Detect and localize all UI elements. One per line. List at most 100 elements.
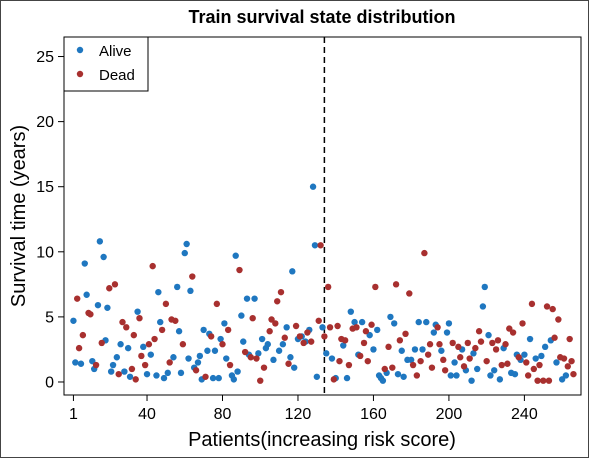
point-alive (126, 373, 134, 380)
point-alive (255, 350, 262, 357)
point-alive (230, 376, 238, 383)
point-alive (328, 355, 336, 362)
point-alive (447, 372, 455, 379)
point-dead (530, 365, 538, 373)
point-dead (566, 335, 573, 343)
x-tick-label: 1 (69, 406, 78, 423)
point-alive (370, 346, 377, 353)
point-dead (436, 341, 443, 348)
point-alive (541, 343, 549, 351)
point-alive (438, 347, 445, 354)
point-dead (300, 339, 307, 347)
point-dead (464, 339, 471, 347)
point-dead (128, 365, 136, 373)
point-dead (213, 300, 221, 308)
point-alive (532, 355, 539, 362)
point-dead (166, 359, 173, 366)
point-dead (315, 317, 322, 324)
point-dead (326, 324, 334, 331)
point-dead (179, 341, 187, 348)
point-alive (289, 268, 296, 275)
point-dead (141, 361, 149, 369)
point-alive (496, 376, 504, 383)
point-alive (81, 260, 88, 267)
point-alive (94, 301, 102, 309)
point-dead (545, 377, 553, 384)
point-alive (77, 360, 85, 367)
point-dead (158, 326, 166, 334)
point-alive (479, 303, 487, 310)
point-dead (334, 322, 341, 330)
point-dead (149, 262, 156, 270)
point-dead (492, 346, 500, 353)
point-dead (130, 331, 138, 339)
point-dead (406, 290, 413, 297)
point-dead (549, 305, 556, 313)
point-dead (551, 334, 558, 341)
point-alive (83, 291, 90, 298)
point-alive (415, 318, 422, 326)
point-alive (232, 252, 239, 259)
legend-marker-dead (76, 70, 84, 78)
point-dead (385, 343, 392, 351)
point-alive (185, 355, 192, 362)
x-axis-label: Patients(increasing risk score) (188, 429, 456, 451)
point-alive (223, 355, 230, 362)
point-alive (217, 335, 224, 343)
point-dead (226, 361, 234, 369)
point-dead (502, 341, 509, 348)
point-alive (215, 374, 222, 382)
point-dead (441, 367, 449, 374)
point-dead (224, 326, 232, 334)
point-dead (132, 376, 139, 383)
point-alive (164, 369, 171, 377)
point-alive (194, 359, 202, 366)
point-dead (345, 361, 353, 369)
point-dead (336, 357, 343, 365)
point-dead (236, 266, 243, 274)
point-dead (307, 338, 315, 345)
point-dead (417, 357, 424, 365)
point-dead (304, 329, 311, 336)
point-dead (92, 361, 100, 369)
point-dead (260, 364, 268, 371)
plot-frame (63, 36, 582, 396)
point-dead (515, 354, 522, 361)
point-dead (564, 363, 571, 370)
series-alive (70, 183, 570, 384)
point-alive (319, 324, 326, 331)
point-dead (111, 281, 119, 288)
point-dead (98, 339, 105, 347)
point-dead (87, 311, 94, 318)
point-alive (70, 317, 77, 324)
point-alive (211, 347, 219, 354)
point-alive (287, 354, 294, 361)
point-dead (138, 352, 145, 360)
point-dead (172, 317, 179, 324)
point-dead (477, 338, 485, 345)
point-dead (421, 249, 428, 257)
point-dead (475, 328, 483, 335)
point-alive (204, 347, 211, 354)
point-alive (104, 304, 111, 311)
point-dead (483, 357, 490, 365)
point-alive (121, 368, 128, 375)
point-dead (123, 324, 130, 331)
y-tick-label: 15 (36, 179, 54, 196)
point-alive (491, 367, 498, 374)
point-dead (281, 334, 288, 341)
point-dead (428, 364, 436, 371)
point-alive (283, 324, 290, 331)
point-alive (275, 347, 283, 354)
point-dead (192, 367, 200, 374)
point-alive (347, 308, 355, 315)
chart-title: Train survival state distribution (188, 7, 455, 27)
point-alive (358, 318, 366, 326)
point-alive (209, 374, 217, 382)
x-tick-label: 160 (360, 406, 387, 423)
point-alive (511, 370, 519, 378)
y-tick-label: 10 (36, 244, 54, 261)
point-dead (162, 300, 170, 308)
point-alive (157, 318, 164, 326)
point-alive (487, 372, 494, 379)
